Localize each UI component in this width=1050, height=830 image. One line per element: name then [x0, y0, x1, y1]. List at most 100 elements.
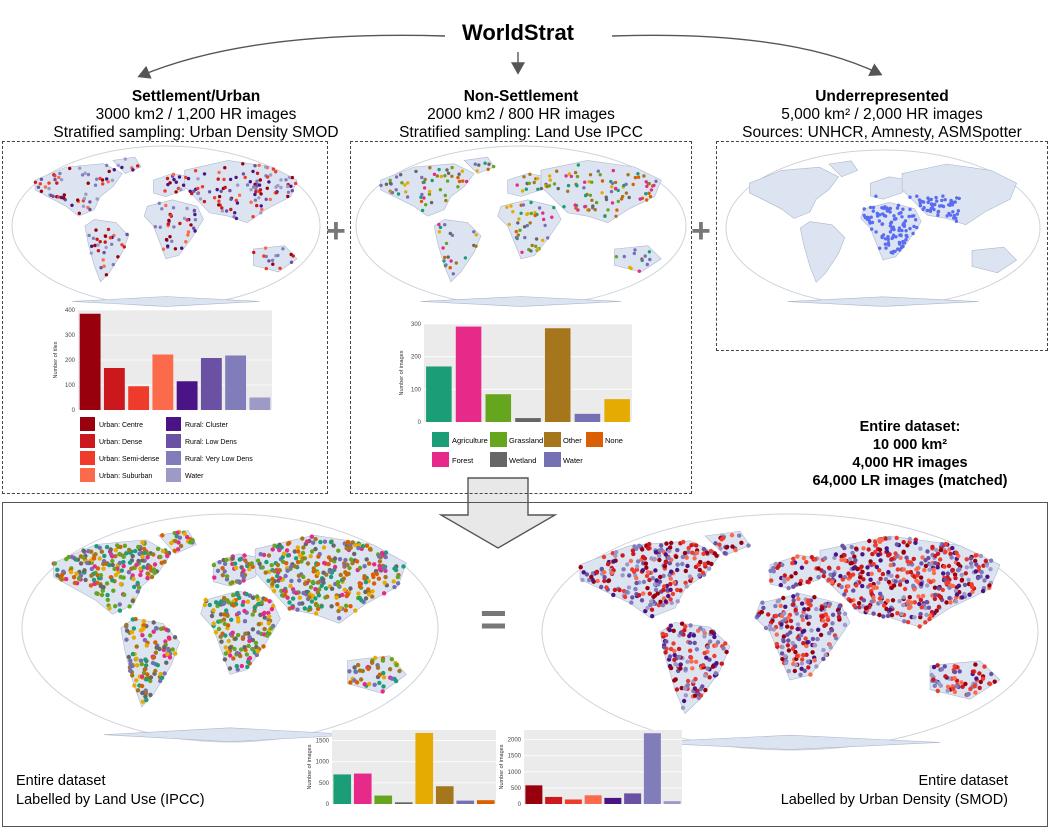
map-point: [464, 179, 469, 184]
map-point: [203, 597, 208, 603]
map-point: [611, 592, 616, 598]
map-point: [908, 226, 912, 231]
map-point: [515, 183, 519, 187]
map-point: [178, 543, 184, 549]
map-point: [281, 551, 287, 556]
map-point: [839, 557, 844, 562]
map-point: [139, 674, 145, 679]
map-point: [134, 656, 139, 661]
map-point: [865, 565, 870, 570]
map-point: [924, 612, 929, 617]
map-point: [224, 608, 229, 613]
map-point: [609, 570, 615, 576]
map-point: [936, 209, 941, 214]
map-point: [419, 195, 423, 199]
map-point: [185, 218, 189, 222]
map-point: [912, 587, 917, 592]
map-point: [256, 622, 261, 627]
map-point: [177, 535, 183, 540]
map-point: [445, 179, 450, 183]
map-point: [444, 241, 449, 246]
map-point: [791, 594, 796, 599]
map-point: [136, 558, 141, 564]
map-point: [892, 214, 896, 218]
map-point: [285, 553, 291, 558]
map-point: [285, 568, 290, 573]
map-point: [616, 188, 620, 193]
map-point: [238, 653, 243, 659]
map-point: [233, 636, 238, 641]
map-point: [126, 654, 131, 660]
map-point: [228, 188, 232, 193]
map-point: [739, 540, 744, 545]
map-point: [443, 174, 447, 178]
map-point: [255, 171, 260, 175]
map-point: [698, 559, 703, 565]
map-point: [833, 636, 839, 641]
map-point: [611, 559, 616, 564]
map-point: [792, 668, 797, 674]
map-point: [645, 184, 649, 189]
map-point: [647, 541, 652, 547]
map-point: [472, 230, 476, 234]
map-point: [693, 676, 698, 682]
map-point: [258, 552, 263, 557]
map-point: [279, 178, 283, 182]
map-point: [877, 596, 883, 601]
map-point: [791, 602, 796, 607]
map-point: [217, 170, 221, 175]
map-point: [138, 572, 143, 578]
map-point: [59, 178, 64, 182]
map-point: [223, 645, 228, 650]
map-point: [211, 562, 217, 568]
underrepresented-panel: [716, 141, 1048, 351]
map-point: [830, 621, 835, 626]
map-point: [849, 544, 854, 550]
map-point: [876, 580, 881, 585]
map-point: [831, 572, 837, 577]
map-point: [931, 567, 936, 572]
map-point: [684, 555, 689, 560]
map-point: [276, 253, 280, 258]
map-point: [900, 215, 904, 219]
map-point: [105, 163, 109, 168]
map-point: [131, 626, 137, 631]
map-point: [33, 180, 38, 184]
map-point: [987, 681, 993, 686]
map-point: [207, 602, 212, 608]
map-point: [968, 561, 974, 566]
map-point: [288, 583, 293, 589]
map-point: [880, 222, 884, 226]
map-point: [928, 579, 933, 585]
map-point: [283, 573, 288, 579]
map-point: [372, 682, 377, 687]
map-point: [590, 180, 594, 184]
map-point: [307, 605, 312, 610]
map-point: [82, 196, 87, 201]
map-point: [328, 539, 334, 545]
map-point: [173, 538, 178, 544]
map-point: [59, 577, 64, 582]
map-point: [529, 249, 533, 253]
map-point: [348, 545, 353, 550]
map-point: [175, 547, 181, 552]
map-point: [91, 577, 97, 583]
map-point: [953, 575, 958, 581]
map-point: [945, 684, 951, 689]
map-point: [917, 601, 922, 607]
map-point: [144, 697, 149, 703]
map-point: [456, 175, 460, 180]
map-point: [917, 624, 922, 629]
map-point: [428, 166, 432, 170]
map-point: [367, 681, 372, 687]
map-point: [953, 200, 957, 204]
map-point: [715, 640, 721, 645]
map-point: [53, 174, 57, 178]
map-point: [149, 574, 155, 580]
bar: [544, 328, 571, 422]
map-point: [926, 555, 931, 561]
map-point: [543, 223, 547, 228]
map-point: [185, 206, 189, 211]
map-point: [162, 645, 167, 650]
map-point: [905, 543, 910, 548]
